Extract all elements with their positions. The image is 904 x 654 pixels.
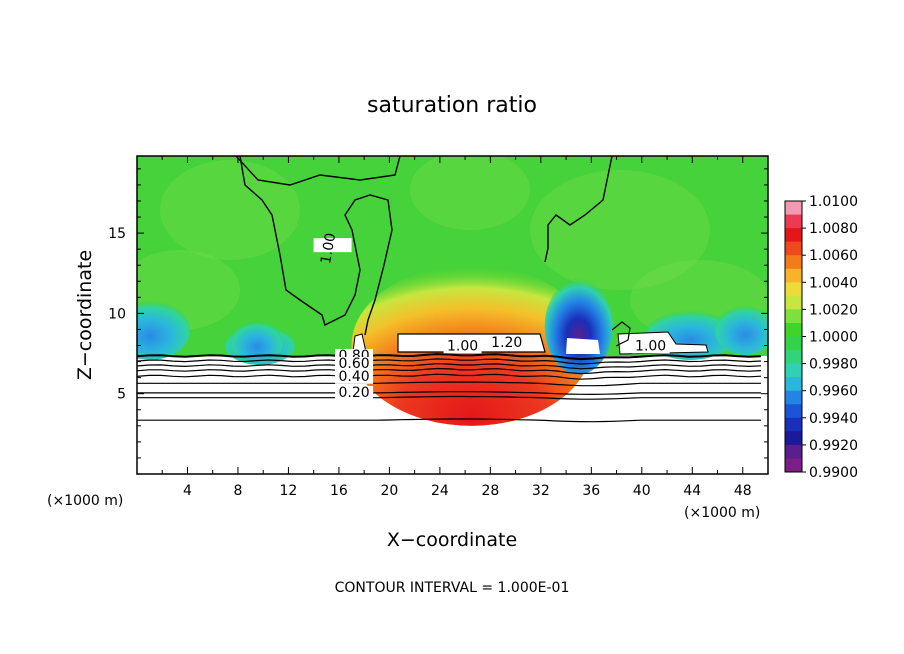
y-tick-label: 10 (108, 306, 126, 322)
contour-line-1.00 (544, 156, 613, 263)
x-tick-label: 32 (532, 483, 550, 499)
x-tick-label: 12 (280, 483, 298, 499)
contour-line (137, 418, 761, 423)
colorbar-swatch (785, 363, 802, 378)
colorbar-swatch (785, 282, 802, 297)
colorbar-tick-label: 1.0080 (809, 221, 858, 237)
contour-line-1.00 (235, 156, 401, 186)
colorbar: 1.0100 1.0080 1.0060 1.0040 1.0020 1.0000 0.99… (784, 194, 858, 481)
colorbar-swatch (785, 201, 802, 216)
contour-label-bg (335, 369, 374, 384)
cloud-region (566, 338, 600, 354)
x-tick-label: 16 (330, 483, 348, 499)
plot-frame (136, 155, 769, 475)
colorbar-swatch (785, 241, 802, 256)
contour-labels: 1.001.201.00 1.000.800.600.400.20 (313, 232, 670, 401)
contour-label-bg (335, 385, 374, 400)
colorbar-tick-label: 0.9980 (809, 357, 858, 373)
y-tick-label: 15 (108, 226, 126, 242)
contour-label-bg (631, 339, 670, 354)
colorbar-swatch (785, 431, 802, 446)
colorbar-tick-label: 1.0020 (809, 302, 858, 318)
contour-line-1.00 (239, 156, 393, 336)
colorbar-swatch (785, 444, 802, 459)
colorbar-swatch (785, 458, 802, 473)
contour-lines (137, 156, 762, 423)
contour-label-bg (335, 357, 374, 371)
contour-line (137, 391, 761, 396)
colorbar-swatch (785, 295, 802, 310)
contour-line (137, 363, 762, 370)
x-tick-label: 44 (683, 483, 701, 499)
colorbar-swatch (785, 255, 802, 270)
contour-line-1.00 (611, 321, 631, 347)
y-axis-label: Z−coordinate (74, 250, 96, 380)
x-tick-label: 8 (233, 483, 242, 499)
x-unit-right: (×1000 m) (684, 505, 760, 521)
colorbar-tick-label: 0.9920 (809, 438, 858, 454)
colorbar-tick-label: 1.0060 (809, 248, 858, 264)
colorbar-swatch (785, 417, 802, 432)
contour-label: 1.00 (635, 338, 666, 354)
x-unit-left: (×1000 m) (47, 493, 123, 509)
y-tick-label: 5 (117, 387, 126, 403)
colorbar-swatch (785, 214, 802, 229)
plot-area: 1.001.201.00 1.000.800.600.400.20 (137, 156, 768, 474)
contour-line (137, 353, 762, 361)
cool-patch (715, 305, 768, 355)
contour-label: 0.60 (338, 356, 369, 372)
y-axis-ticks: 5 10 15 (108, 168, 768, 459)
contour-label: 0.20 (338, 385, 369, 401)
contour-label: 1.00 (447, 338, 478, 354)
colorbar-tick-label: 0.9900 (809, 465, 858, 481)
field-patch (160, 160, 300, 260)
contour-label: 0.40 (338, 369, 369, 385)
contour-label: 1.20 (491, 335, 522, 351)
contour-line (137, 358, 762, 365)
low-saturation-region (230, 320, 283, 365)
colorbar-swatch (785, 228, 802, 243)
colorbar-swatch (785, 377, 802, 392)
colorbar-tick-label: 1.0100 (809, 194, 858, 210)
contour-line (137, 373, 762, 380)
contour-label: 1.00 (318, 232, 339, 265)
contour-line (137, 381, 761, 387)
colorbar-tick-label: 0.9940 (809, 411, 858, 427)
contour-interval-footer: CONTOUR INTERVAL = 1.000E-01 (335, 580, 570, 596)
colorbar-swatch (785, 404, 802, 419)
contour-line (137, 395, 761, 400)
x-tick-label: 20 (380, 483, 398, 499)
contour-label-bg (313, 238, 352, 253)
colorbar-tick-label: 1.0000 (809, 330, 858, 346)
colorbar-tick-label: 1.0040 (809, 275, 858, 291)
x-tick-label: 4 (183, 483, 192, 499)
x-tick-label: 28 (481, 483, 499, 499)
contour-line (137, 367, 762, 375)
contour-label-bg (443, 339, 482, 354)
x-axis-ticks: 4 8 12 16 20 24 28 32 36 40 44 48 (161, 156, 752, 499)
colorbar-swatch (785, 390, 802, 405)
colorbar-swatch (785, 309, 802, 324)
field-patch (530, 170, 710, 290)
field-patch (410, 156, 530, 230)
chart-title: saturation ratio (367, 93, 537, 118)
colorbar-swatch (785, 336, 802, 351)
colorbar-swatch (785, 322, 802, 337)
x-tick-label: 36 (582, 483, 600, 499)
contour-label-bg (487, 336, 526, 351)
cool-patch (137, 300, 190, 360)
colorbar-swatch (785, 350, 802, 365)
x-axis-label: X−coordinate (387, 529, 517, 551)
x-tick-label: 48 (734, 483, 752, 499)
colorbar-swatch (785, 268, 802, 283)
x-tick-label: 24 (431, 483, 449, 499)
x-tick-label: 40 (633, 483, 651, 499)
colorbar-tick-label: 0.9960 (809, 384, 858, 400)
